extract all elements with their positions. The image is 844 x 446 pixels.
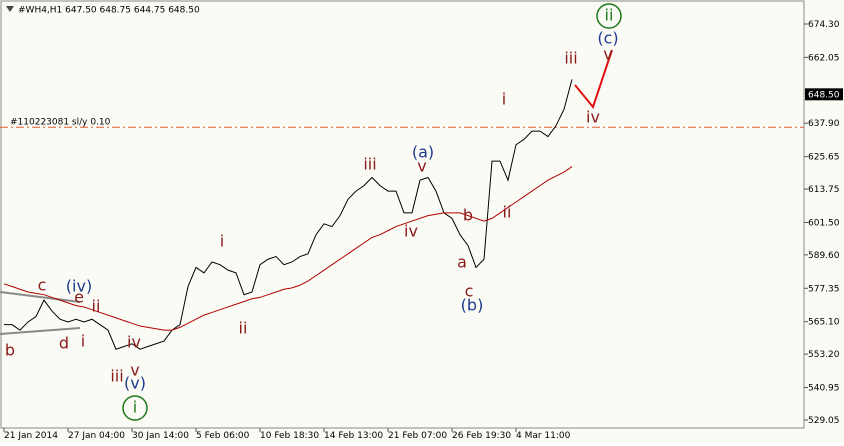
y-tick-label: 529.05 — [808, 416, 840, 426]
wave-label: v — [417, 157, 426, 176]
wave-label: b — [5, 341, 15, 360]
projection — [574, 49, 613, 110]
y-tick-label: 637.90 — [808, 119, 840, 129]
wave-label: (v) — [124, 374, 146, 393]
y-tick-label: 565.10 — [808, 318, 840, 328]
wave-label: ii — [605, 6, 614, 25]
y-tick-label: 601.50 — [808, 218, 840, 228]
y-tick-label: 577.35 — [808, 284, 840, 294]
plot-frame — [0, 0, 805, 429]
price-box — [805, 88, 843, 101]
y-tick-label: 589.60 — [808, 251, 840, 261]
wave-label: (iv) — [66, 277, 92, 296]
x-tick-label: 21 Jan 2014 — [4, 431, 58, 441]
x-tick-label: 27 Jan 04:00 — [68, 431, 125, 441]
wave-label: a — [457, 253, 467, 272]
trend-line — [0, 327, 81, 335]
trend-line — [0, 291, 81, 303]
x-tick-label: 14 Feb 13:00 — [324, 431, 383, 441]
x-tick-label: 5 Feb 06:00 — [196, 431, 250, 441]
order-label: #110223081 sl/y 0.10 — [10, 117, 111, 127]
wave-label: i — [133, 398, 137, 417]
wave-circle — [122, 395, 148, 421]
y-tick-label: 674.30 — [808, 20, 840, 30]
x-tick-label: 21 Feb 07:00 — [388, 431, 447, 441]
wave-label: b — [463, 206, 473, 225]
y-tick-label: 613.75 — [808, 185, 840, 195]
wave-label: i — [81, 332, 85, 351]
x-tick-label: 26 Feb 19:30 — [452, 431, 511, 441]
wave-label: ii — [503, 203, 512, 222]
x-tick-label: 4 Mar 11:00 — [516, 431, 571, 441]
wave-label: iii — [110, 367, 123, 386]
wave-label: iv — [404, 222, 418, 241]
wave-label: ii — [92, 297, 101, 316]
wave-label: c — [38, 276, 47, 295]
wave-label: i — [502, 90, 506, 109]
wave-label: iv — [586, 108, 600, 127]
wave-label: c — [465, 282, 474, 301]
wave-label: i — [220, 232, 224, 251]
series-line — [4, 79, 573, 350]
header-icon — [6, 6, 14, 12]
wave-label: (b) — [461, 296, 484, 315]
wave-label: e — [74, 288, 84, 307]
y-tick-label: 625.65 — [808, 153, 840, 163]
wave-circle — [596, 3, 622, 29]
wave-label: (a) — [412, 143, 434, 162]
wave-label: iv — [127, 333, 141, 352]
series-line — [3, 166, 573, 331]
x-tick-label: 10 Feb 18:30 — [260, 431, 319, 441]
wave-label: v — [603, 45, 612, 64]
y-tick-label: 553.20 — [808, 350, 840, 360]
wave-label: ii — [239, 319, 248, 338]
y-tick-label: 540.95 — [808, 384, 840, 394]
price-label: 648.50 — [808, 90, 840, 100]
wave-label: v — [130, 361, 139, 380]
wave-label: d — [59, 334, 69, 353]
wave-label: iii — [363, 155, 376, 174]
wave-label: iii — [564, 49, 577, 68]
x-tick-label: 30 Jan 14:00 — [132, 431, 189, 441]
y-tick-label: 662.05 — [808, 53, 840, 63]
wave-label: (c) — [597, 29, 618, 48]
header: #WH4,H1 647.50 648.75 644.75 648.50 — [18, 6, 200, 16]
